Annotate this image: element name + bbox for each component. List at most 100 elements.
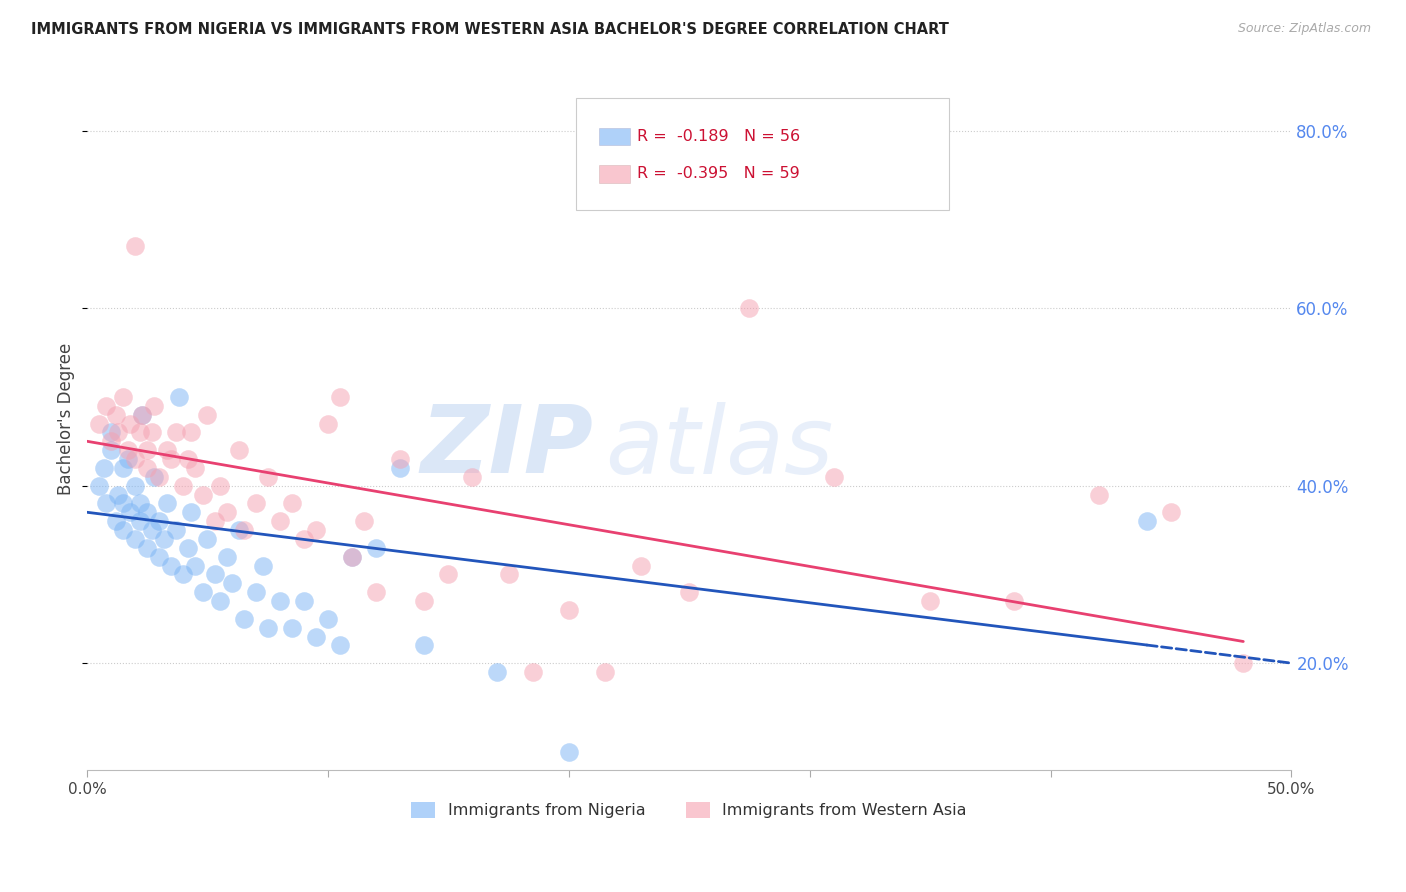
Point bbox=[256, 469, 278, 483]
Point bbox=[329, 390, 352, 404]
Point bbox=[228, 523, 250, 537]
Point bbox=[136, 541, 159, 555]
Point bbox=[389, 452, 412, 467]
Point bbox=[153, 532, 176, 546]
Point bbox=[1087, 487, 1109, 501]
Point bbox=[389, 461, 412, 475]
Point bbox=[305, 523, 328, 537]
Point bbox=[172, 478, 194, 492]
Point bbox=[87, 478, 110, 492]
Text: R =  -0.395   N = 59: R = -0.395 N = 59 bbox=[637, 167, 800, 181]
Point bbox=[104, 408, 127, 422]
Point bbox=[558, 603, 581, 617]
Point bbox=[329, 639, 352, 653]
Point bbox=[232, 612, 254, 626]
Point bbox=[100, 443, 122, 458]
Point bbox=[136, 461, 159, 475]
Text: ZIP: ZIP bbox=[420, 401, 593, 493]
Point bbox=[136, 443, 159, 458]
Point bbox=[160, 452, 183, 467]
Point bbox=[364, 541, 387, 555]
Point bbox=[252, 558, 274, 573]
Point bbox=[204, 514, 226, 528]
Point bbox=[1136, 514, 1159, 528]
Point bbox=[593, 665, 616, 679]
Point bbox=[1004, 594, 1026, 608]
Point bbox=[197, 408, 219, 422]
Point bbox=[191, 487, 214, 501]
Point bbox=[208, 478, 231, 492]
Point bbox=[143, 469, 166, 483]
Text: R =  -0.189   N = 56: R = -0.189 N = 56 bbox=[637, 129, 800, 144]
Point bbox=[112, 461, 135, 475]
Point bbox=[215, 505, 238, 519]
Point bbox=[245, 585, 267, 599]
Point bbox=[197, 532, 219, 546]
Point bbox=[1160, 505, 1182, 519]
Point bbox=[112, 390, 135, 404]
Point bbox=[498, 567, 520, 582]
Point bbox=[177, 541, 200, 555]
Point bbox=[292, 532, 315, 546]
Point bbox=[117, 443, 139, 458]
Point bbox=[437, 567, 460, 582]
Point bbox=[96, 496, 118, 510]
Point bbox=[117, 452, 139, 467]
Point bbox=[269, 514, 291, 528]
Point bbox=[104, 514, 127, 528]
Y-axis label: Bachelor's Degree: Bachelor's Degree bbox=[58, 343, 75, 495]
Point bbox=[177, 452, 200, 467]
Point bbox=[148, 549, 170, 564]
Point bbox=[124, 239, 146, 253]
Point bbox=[215, 549, 238, 564]
Point bbox=[100, 425, 122, 440]
Point bbox=[87, 417, 110, 431]
Point bbox=[413, 594, 436, 608]
Point bbox=[281, 496, 304, 510]
Point bbox=[165, 523, 187, 537]
Point bbox=[191, 585, 214, 599]
Point bbox=[129, 496, 152, 510]
Point bbox=[129, 425, 152, 440]
Point bbox=[413, 639, 436, 653]
Point bbox=[120, 417, 142, 431]
Point bbox=[340, 549, 363, 564]
Point bbox=[920, 594, 942, 608]
Point bbox=[305, 630, 328, 644]
Point bbox=[107, 487, 129, 501]
Point bbox=[245, 496, 267, 510]
Point bbox=[292, 594, 315, 608]
Text: atlas: atlas bbox=[605, 401, 834, 492]
Point bbox=[180, 425, 202, 440]
Point bbox=[107, 425, 129, 440]
Point bbox=[160, 558, 183, 573]
Point bbox=[124, 478, 146, 492]
Point bbox=[124, 452, 146, 467]
Point bbox=[143, 399, 166, 413]
Point bbox=[281, 621, 304, 635]
Point bbox=[204, 567, 226, 582]
Point bbox=[172, 567, 194, 582]
Point bbox=[221, 576, 243, 591]
Point bbox=[155, 443, 177, 458]
Legend: Immigrants from Nigeria, Immigrants from Western Asia: Immigrants from Nigeria, Immigrants from… bbox=[405, 796, 973, 825]
Point bbox=[316, 417, 339, 431]
Point bbox=[148, 514, 170, 528]
Point bbox=[1232, 656, 1254, 670]
Point bbox=[184, 461, 207, 475]
Point bbox=[184, 558, 207, 573]
Point bbox=[155, 496, 177, 510]
Point bbox=[136, 505, 159, 519]
Point bbox=[124, 532, 146, 546]
Point bbox=[129, 514, 152, 528]
Point bbox=[256, 621, 278, 635]
Point bbox=[148, 469, 170, 483]
Point bbox=[228, 443, 250, 458]
Point bbox=[316, 612, 339, 626]
Point bbox=[232, 523, 254, 537]
Point bbox=[269, 594, 291, 608]
Point bbox=[340, 549, 363, 564]
Text: IMMIGRANTS FROM NIGERIA VS IMMIGRANTS FROM WESTERN ASIA BACHELOR'S DEGREE CORREL: IMMIGRANTS FROM NIGERIA VS IMMIGRANTS FR… bbox=[31, 22, 949, 37]
Point bbox=[353, 514, 375, 528]
Point bbox=[120, 505, 142, 519]
